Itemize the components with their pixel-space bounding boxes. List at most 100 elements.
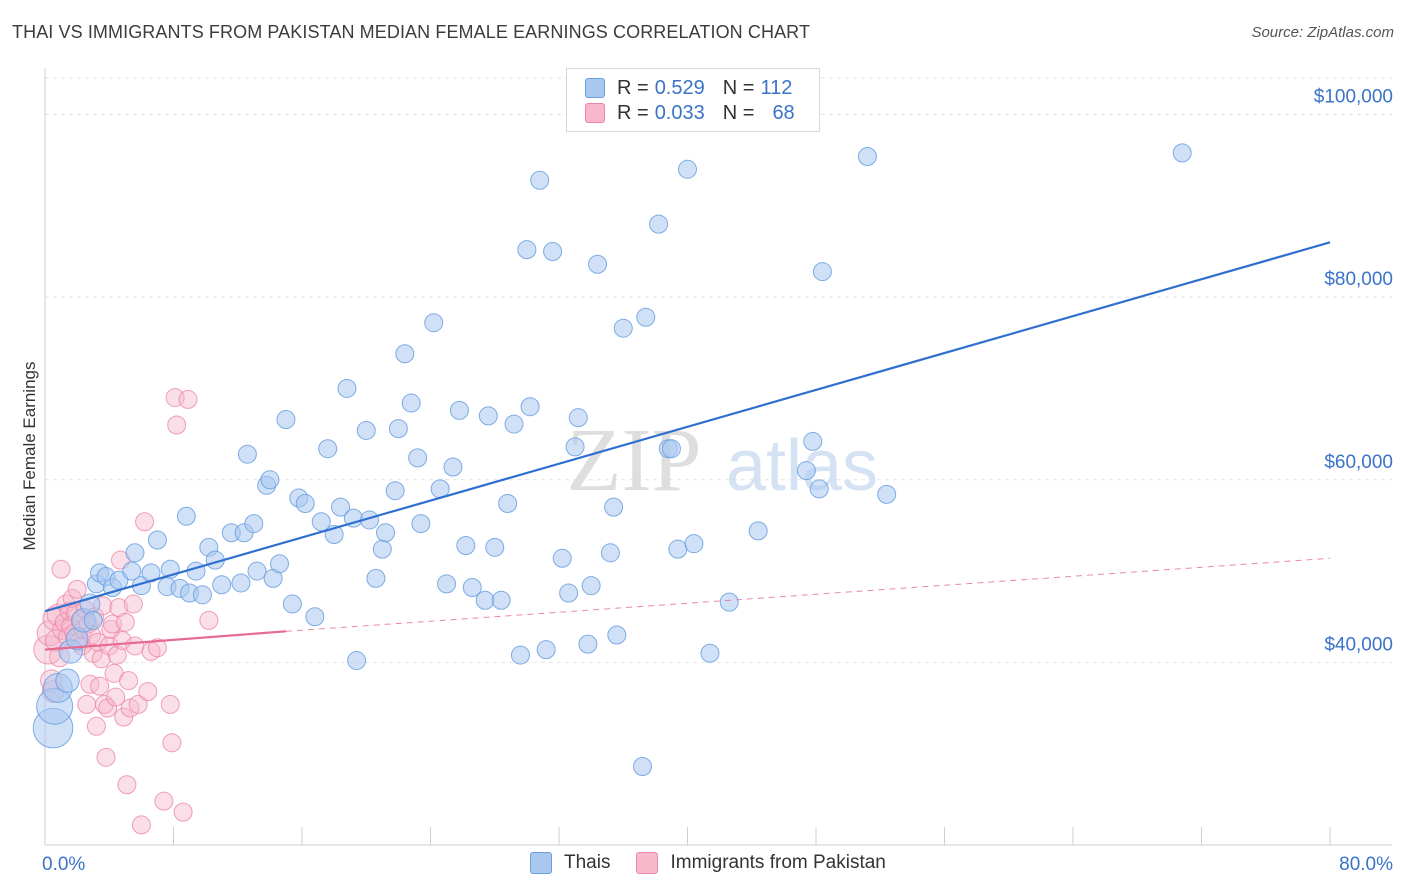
thais-point — [796, 461, 816, 481]
thais-point — [125, 543, 145, 563]
legend-swatch-thais — [530, 852, 552, 874]
pakistan-point — [178, 389, 198, 409]
y-tick-label: $60,000 — [1324, 452, 1393, 473]
thais-point — [186, 561, 206, 581]
thais-point — [581, 576, 601, 596]
gridlines — [45, 77, 1392, 663]
series-thais-points — [32, 143, 1192, 776]
pakistan-point — [125, 636, 145, 656]
legend-swatch-pakistan — [585, 103, 605, 123]
thais-point — [536, 640, 556, 660]
thais-point — [437, 574, 457, 594]
thais-point — [700, 643, 720, 663]
pakistan-point — [128, 694, 148, 714]
watermark-zip: ZIP — [567, 411, 702, 510]
thais-point — [122, 561, 142, 581]
thais-point — [401, 393, 421, 413]
thais-point — [748, 521, 768, 541]
thais-point — [568, 408, 588, 428]
thais-point — [485, 537, 505, 557]
pakistan-trend-extension — [285, 557, 1331, 632]
x-tick-label: 0.0% — [42, 854, 85, 875]
thais-point — [462, 578, 482, 598]
thais-point — [388, 419, 408, 439]
legend-row-pakistan: R = 0.033 N = 68 — [585, 101, 795, 125]
thais-point — [719, 592, 739, 612]
thais-point — [510, 645, 530, 665]
legend-r-value: 0.529 — [654, 76, 705, 99]
thais-point — [633, 756, 653, 776]
pakistan-point — [162, 733, 182, 753]
pakistan-point — [98, 698, 118, 718]
thais-point — [803, 431, 823, 451]
pakistan-point — [199, 610, 219, 630]
x-tick-label: 80.0% — [1339, 854, 1393, 875]
legend-r-label: R = — [617, 101, 649, 124]
thais-point — [530, 170, 550, 190]
y-tick-label: $40,000 — [1324, 634, 1393, 655]
pakistan-point — [117, 775, 137, 795]
thais-point — [366, 568, 386, 588]
thais-point — [613, 318, 633, 338]
pakistan-point — [86, 716, 106, 736]
thais-point — [424, 313, 444, 333]
thais-point — [520, 397, 540, 417]
pakistan-point — [94, 694, 114, 714]
thais-point — [408, 448, 428, 468]
thais-point — [543, 241, 563, 261]
thais-point — [318, 439, 338, 459]
pakistan-point — [90, 676, 110, 696]
thais-point — [517, 240, 537, 260]
y-tick-label: $100,000 — [1314, 87, 1393, 108]
thais-point — [857, 147, 877, 167]
thais-point — [661, 439, 681, 459]
thais-point — [276, 409, 296, 429]
pakistan-point — [77, 694, 97, 714]
chart-title: THAI VS IMMIGRANTS FROM PAKISTAN MEDIAN … — [12, 22, 811, 42]
thais-point — [147, 530, 167, 550]
pakistan-point — [173, 802, 193, 822]
thais-point — [684, 534, 704, 554]
stats-legend: R = 0.529 N = 112 R = 0.033 N = 68 — [566, 68, 820, 132]
pakistan-point — [135, 512, 155, 532]
thais-point — [260, 470, 280, 490]
watermark: ZIP atlas — [567, 411, 879, 510]
pakistan-point — [123, 594, 143, 614]
thais-point — [478, 406, 498, 426]
thais-trend-line — [44, 241, 1331, 613]
pakistan-point — [147, 638, 167, 658]
thais-point — [607, 625, 627, 645]
thais-point — [809, 479, 829, 499]
legend-label-pakistan: Immigrants from Pakistan — [670, 852, 886, 873]
legend-item-thais: Thais — [530, 852, 610, 874]
tick-labels: $40,000 $60,000 $80,000 $100,000 0.0% 80.0% — [42, 87, 1393, 875]
series-legend: Thais Immigrants from Pakistan — [530, 852, 912, 874]
legend-n-label: N = — [722, 76, 755, 99]
thais-point — [192, 585, 212, 605]
legend-n-label: N = — [722, 101, 755, 124]
chart-source: Source: ZipAtlas.com — [1251, 24, 1394, 41]
thais-point — [604, 497, 624, 517]
pakistan-point — [51, 559, 71, 579]
pakistan-point — [106, 687, 126, 707]
legend-item-pakistan: Immigrants from Pakistan — [636, 852, 886, 874]
pakistan-trend-line — [44, 630, 287, 651]
series-pakistan-points — [33, 388, 219, 835]
thais-point — [282, 594, 302, 614]
thais-point — [337, 378, 357, 398]
pakistan-point — [131, 815, 151, 835]
trend-lines — [44, 241, 1331, 651]
thais-point — [559, 583, 579, 603]
thais-point — [237, 444, 257, 464]
thais-point — [212, 575, 232, 595]
pakistan-point — [138, 682, 158, 702]
pakistan-point — [80, 674, 100, 694]
pakistan-point — [96, 747, 116, 767]
thais-point — [588, 254, 608, 274]
legend-n-value: 68 — [772, 101, 795, 124]
thais-point — [356, 420, 376, 440]
legend-r-value: 0.033 — [654, 101, 705, 124]
thais-point — [270, 554, 290, 574]
pakistan-point — [160, 694, 180, 714]
thais-point — [552, 548, 572, 568]
